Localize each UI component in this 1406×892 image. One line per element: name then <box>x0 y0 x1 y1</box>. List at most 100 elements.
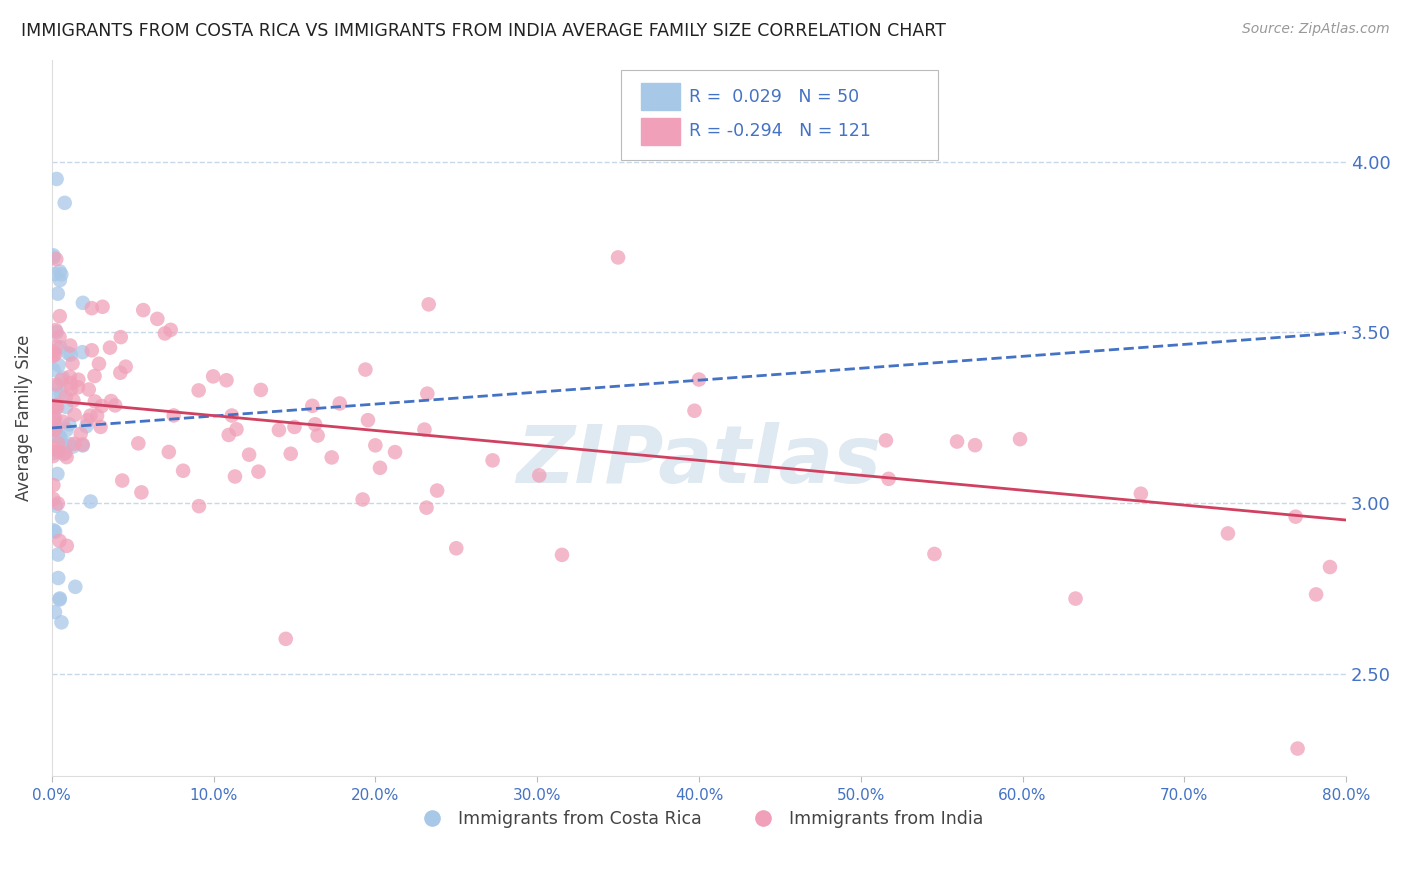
Point <box>44 524 66 539</box>
Text: R = -0.294   N = 121: R = -0.294 N = 121 <box>689 122 870 140</box>
Point <box>1129 486 1152 500</box>
Point <box>44 347 66 361</box>
Point <box>42 524 65 538</box>
Point <box>238 448 260 462</box>
Point <box>55 423 77 437</box>
Point <box>72 345 94 359</box>
Point <box>46 379 69 393</box>
Point <box>59 437 82 451</box>
Point <box>416 386 439 401</box>
Point <box>110 330 132 344</box>
Point <box>48 533 70 548</box>
Point <box>86 409 108 423</box>
Point <box>72 295 94 310</box>
Point <box>529 468 551 483</box>
Point <box>49 273 72 287</box>
Point <box>49 340 72 354</box>
Point <box>46 429 69 443</box>
Point <box>44 605 66 619</box>
Point <box>83 394 105 409</box>
Point <box>75 419 97 434</box>
Point <box>551 548 574 562</box>
Point <box>53 195 76 210</box>
Point <box>304 417 326 432</box>
Point <box>65 580 87 594</box>
Point <box>79 409 101 423</box>
Point <box>72 438 94 452</box>
Point <box>42 414 65 428</box>
Point <box>42 344 65 359</box>
Point <box>965 438 987 452</box>
Point <box>45 340 67 354</box>
Point <box>114 359 136 374</box>
Point <box>146 311 169 326</box>
Point <box>62 440 84 454</box>
Point <box>1284 509 1306 524</box>
Point <box>62 356 84 370</box>
Point <box>45 323 67 337</box>
Point <box>1286 741 1309 756</box>
Point <box>49 591 72 606</box>
Text: Source: ZipAtlas.com: Source: ZipAtlas.com <box>1241 22 1389 37</box>
Point <box>221 409 243 423</box>
Point <box>444 541 467 556</box>
Point <box>48 330 70 344</box>
Point <box>46 286 69 301</box>
Point <box>42 399 65 413</box>
Point <box>218 428 240 442</box>
Point <box>224 469 246 483</box>
Point <box>225 422 247 436</box>
Text: ZIPatlas: ZIPatlas <box>516 422 882 500</box>
Point <box>63 408 86 422</box>
Point <box>307 428 329 442</box>
Point <box>267 423 290 437</box>
Point <box>49 309 72 323</box>
Point <box>45 252 67 267</box>
Point <box>352 492 374 507</box>
Point <box>42 478 65 492</box>
Point <box>877 472 900 486</box>
Point <box>48 592 70 607</box>
Point <box>163 409 186 423</box>
Point <box>48 429 70 443</box>
Point <box>77 383 100 397</box>
Point <box>53 446 76 460</box>
Point <box>45 172 67 186</box>
Point <box>55 450 77 464</box>
Point <box>127 436 149 450</box>
Point <box>42 423 65 437</box>
Bar <box>641 118 679 145</box>
Text: R =  0.029   N = 50: R = 0.029 N = 50 <box>689 87 859 106</box>
Point <box>44 412 66 426</box>
Point <box>45 398 67 412</box>
Point <box>1064 591 1087 606</box>
Point <box>875 434 897 448</box>
Point <box>924 547 946 561</box>
Point <box>354 362 377 376</box>
Point <box>481 453 503 467</box>
Point <box>172 464 194 478</box>
Point <box>280 447 302 461</box>
Point <box>42 363 65 377</box>
Point <box>1319 560 1341 574</box>
Point <box>66 380 89 394</box>
Point <box>60 382 83 396</box>
Point <box>48 444 70 458</box>
Point <box>131 485 153 500</box>
Point <box>67 373 90 387</box>
Point <box>56 539 79 553</box>
Point <box>90 399 112 413</box>
Point <box>87 357 110 371</box>
Point <box>55 390 77 404</box>
Point <box>413 423 436 437</box>
Point <box>46 571 69 585</box>
Point <box>46 467 69 481</box>
Point <box>63 437 86 451</box>
Point <box>607 251 630 265</box>
Point <box>69 426 91 441</box>
Point <box>59 338 82 352</box>
Point <box>45 325 67 339</box>
Point <box>426 483 449 498</box>
Point <box>104 399 127 413</box>
Point <box>283 420 305 434</box>
